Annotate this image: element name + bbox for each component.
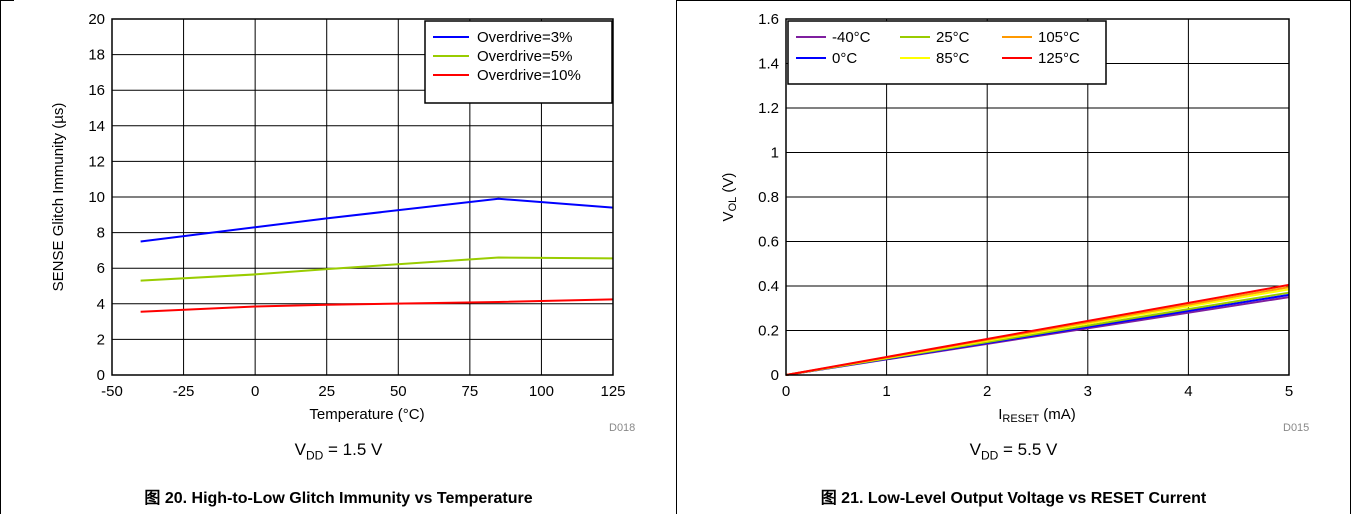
- y-tick-label: 1.2: [758, 100, 779, 117]
- x-tick-label: 0: [782, 383, 790, 400]
- x-tick-label: 75: [462, 383, 479, 400]
- y-tick-label: 1: [771, 145, 779, 162]
- x-axis-label: Temperature (°C): [309, 406, 424, 423]
- x-tick-label: -25: [173, 383, 195, 400]
- y-tick-label: 1.4: [758, 56, 779, 73]
- legend: -40°C 0°C 25°C 85°C 105°C 125°C: [787, 20, 1107, 85]
- y-tick-label: 2: [97, 331, 105, 348]
- y-tick-label: 0: [97, 367, 105, 384]
- y-axis-label: SENSE Glitch Immunity (µs): [50, 103, 67, 292]
- y-tick-label: 0.4: [758, 278, 779, 295]
- legend-label: 85°C: [936, 50, 970, 67]
- y-tick-label: 12: [88, 153, 105, 170]
- axes: [785, 18, 1290, 376]
- axes: [111, 18, 614, 376]
- y-tick-label: 14: [88, 118, 105, 135]
- figure-caption: 图 21. Low-Level Output Voltage vs RESET …: [820, 490, 1207, 507]
- x-tick-label: 125: [600, 383, 625, 400]
- figure-21-panel: 0 1 2 3 4 5 0 0.2 0.4 0.6 0.8 1 1.2 1.4 1.6 IRESET (mA…: [676, 0, 1351, 514]
- figure-caption: 图 20. High-to-Low Glitch Immunity vs Tem…: [144, 490, 533, 507]
- series-lines: [785, 283, 1290, 376]
- legend-label: -40°C: [832, 29, 871, 46]
- y-tick-label: 20: [88, 11, 105, 28]
- legend: Overdrive=3% Overdrive=5% Overdrive=10%: [424, 20, 613, 104]
- top-rule-left: [0, 0, 14, 1]
- figure-code: D018: [609, 422, 636, 434]
- y-tick-label: 8: [97, 225, 105, 242]
- top-rule-right: [677, 0, 1350, 1]
- legend-label: 0°C: [832, 50, 857, 67]
- y-tick-label: 4: [97, 296, 105, 313]
- plot-frame: [785, 18, 1290, 376]
- x-tick-label: -50: [101, 383, 123, 400]
- y-tick-label: 10: [88, 189, 105, 206]
- x-tick-label: 100: [529, 383, 554, 400]
- x-tick-label: 3: [1084, 383, 1092, 400]
- figure-code: D015: [1283, 422, 1310, 434]
- x-tick-label: 2: [983, 383, 991, 400]
- x-axis-label: IRESET (mA): [998, 406, 1076, 425]
- y-tick-label: 0.2: [758, 323, 779, 340]
- plot-frame: [111, 18, 614, 376]
- legend-box: [424, 20, 613, 104]
- legend-label: Overdrive=10%: [477, 67, 581, 84]
- y-tick-label: 0: [771, 367, 779, 384]
- y-axis-label: VOL (V): [720, 173, 739, 222]
- y-tick-label: 16: [88, 82, 105, 99]
- series-line: [140, 197, 614, 243]
- x-tick-label: 25: [318, 383, 335, 400]
- x-tick-label: 5: [1285, 383, 1293, 400]
- condition-label: VDD = 5.5 V: [969, 440, 1058, 463]
- legend-label: 105°C: [1038, 29, 1080, 46]
- tick-labels: -50 -25 0 25 50 75 100 125 0 2 4 6 8 10 12 14 16 18 20: [88, 11, 625, 400]
- series-line: [785, 283, 1290, 376]
- x-tick-label: 50: [390, 383, 407, 400]
- y-tick-label: 18: [88, 47, 105, 64]
- legend-label: 125°C: [1038, 50, 1080, 67]
- y-tick-label: 6: [97, 260, 105, 277]
- legend-label: Overdrive=3%: [477, 29, 572, 46]
- series-line: [140, 298, 614, 313]
- x-tick-label: 0: [251, 383, 259, 400]
- series-lines: [140, 197, 614, 313]
- glitch-immunity-chart: -50 -25 0 25 50 75 100 125 0 2 4 6 8 10 12 14 16 18 20 Tem…: [50, 11, 626, 423]
- output-voltage-chart: 0 1 2 3 4 5 0 0.2 0.4 0.6 0.8 1 1.2 1.4 1.6 IRESET (mA…: [720, 11, 1293, 425]
- series-line: [140, 256, 614, 282]
- x-tick-label: 4: [1184, 383, 1192, 400]
- figure-20-panel: -50 -25 0 25 50 75 100 125 0 2 4 6 8 10 12 14 16 18 20 Tem…: [0, 0, 636, 514]
- tick-labels: 0 1 2 3 4 5 0 0.2 0.4 0.6 0.8 1 1.2 1.4 1.6: [758, 11, 1293, 400]
- condition-label: VDD = 1.5 V: [294, 440, 383, 463]
- y-tick-label: 1.6: [758, 11, 779, 28]
- legend-box: [787, 20, 1107, 85]
- grid: [111, 18, 614, 376]
- legend-label: Overdrive=5%: [477, 48, 572, 65]
- y-tick-label: 0.8: [758, 189, 779, 206]
- y-tick-label: 0.6: [758, 234, 779, 251]
- x-tick-label: 1: [882, 383, 890, 400]
- legend-label: 25°C: [936, 29, 970, 46]
